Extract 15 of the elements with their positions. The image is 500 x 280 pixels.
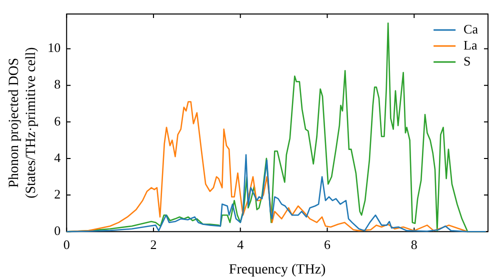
y-tick-label: 2 (54, 186, 61, 202)
x-tick-label: 6 (324, 236, 332, 252)
legend-label: S (464, 53, 471, 68)
y-tick-label: 8 (54, 76, 61, 92)
x-tick-label: 4 (237, 236, 244, 252)
x-axis-title: Frequency (THz) (228, 262, 326, 278)
y-axis-title: Phonon projected DOS (States/THz·primitive cell) (7, 46, 39, 198)
x-tick-label: 2 (150, 236, 157, 252)
x-tick-label: 8 (410, 236, 418, 252)
legend-label: Ca (464, 21, 478, 36)
y-tick-label: 4 (54, 150, 62, 165)
legend-label: La (464, 37, 478, 52)
y-tick-label: 0 (54, 223, 61, 238)
y-tick-label: 10 (48, 40, 61, 56)
y-tick-label: 6 (54, 113, 62, 128)
